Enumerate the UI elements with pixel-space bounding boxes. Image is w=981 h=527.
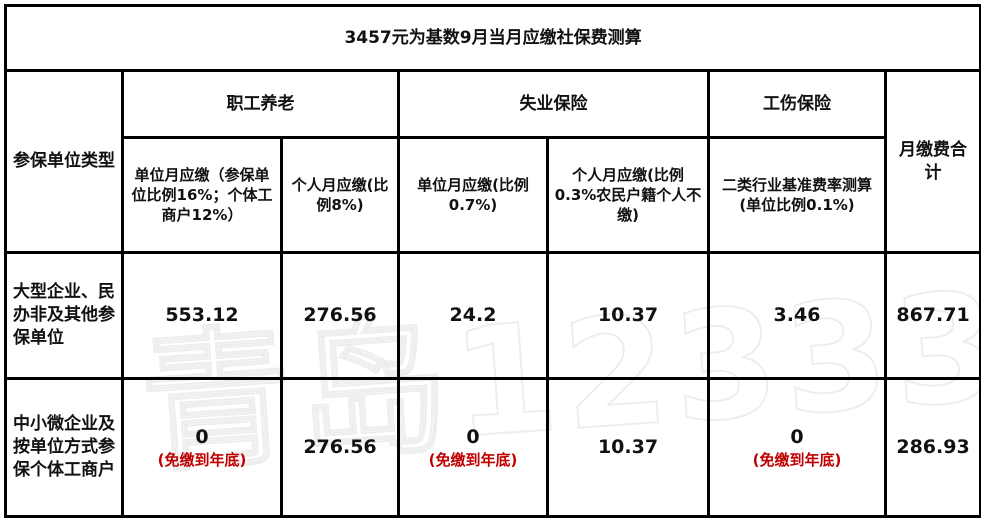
injury-unit-cell: 3.46: [707, 251, 887, 380]
header-unemp-personal: 个人月应缴(比例0.3%农民户籍个人不缴): [546, 136, 710, 254]
unemp-personal-cell: 10.37: [546, 377, 710, 518]
pension-unit-cell: 0 (免缴到年底): [121, 377, 283, 518]
header-pension-personal: 个人月应缴(比例8%): [280, 136, 400, 254]
unemp-personal-cell: 10.37: [546, 251, 710, 380]
header-total: 月缴费合计: [883, 69, 981, 254]
exemption-note: (免缴到年底): [752, 451, 842, 470]
exemption-note: (免缴到年底): [157, 451, 247, 470]
pension-unit-cell: 553.12: [121, 251, 283, 380]
row-type: 中小微企业及按单位方式参保个体工商户: [4, 377, 124, 518]
injury-unit-cell: 0 (免缴到年底): [707, 377, 887, 518]
header-unit-type: 参保单位类型: [4, 69, 124, 254]
total-cell: 867.71: [883, 251, 981, 380]
row-type: 大型企业、民办非及其他参保单位: [4, 251, 124, 380]
pension-personal-cell: 276.56: [280, 377, 400, 518]
unemp-unit-cell: 24.2: [397, 251, 549, 380]
header-pension-unit: 单位月应缴（参保单位比例16%；个体工商户12%）: [121, 136, 283, 254]
unemp-unit-cell: 0 (免缴到年底): [397, 377, 549, 518]
header-unemp-unit: 单位月应缴(比例0.7%): [397, 136, 549, 254]
pension-personal-cell: 276.56: [280, 251, 400, 380]
header-injury-unit: 二类行业基准费率测算(单位比例0.1%): [707, 136, 887, 254]
total-cell: 286.93: [883, 377, 981, 518]
header-pension: 职工养老: [121, 69, 400, 139]
table-row: 大型企业、民办非及其他参保单位 553.12 276.56 24.2 10.37…: [4, 251, 981, 380]
table-title: 3457元为基数9月当月应缴社保费测算: [3, 4, 981, 72]
exemption-note: (免缴到年底): [428, 451, 518, 470]
header-injury: 工伤保险: [707, 69, 887, 139]
table-row: 中小微企业及按单位方式参保个体工商户 0 (免缴到年底) 276.56 0 (免缴到…: [4, 377, 981, 518]
social-insurance-table: 3457元为基数9月当月应缴社保费测算 参保单位类型 职工养老 失业保险 工伤保…: [3, 4, 981, 518]
header-unemployment: 失业保险: [397, 69, 710, 139]
